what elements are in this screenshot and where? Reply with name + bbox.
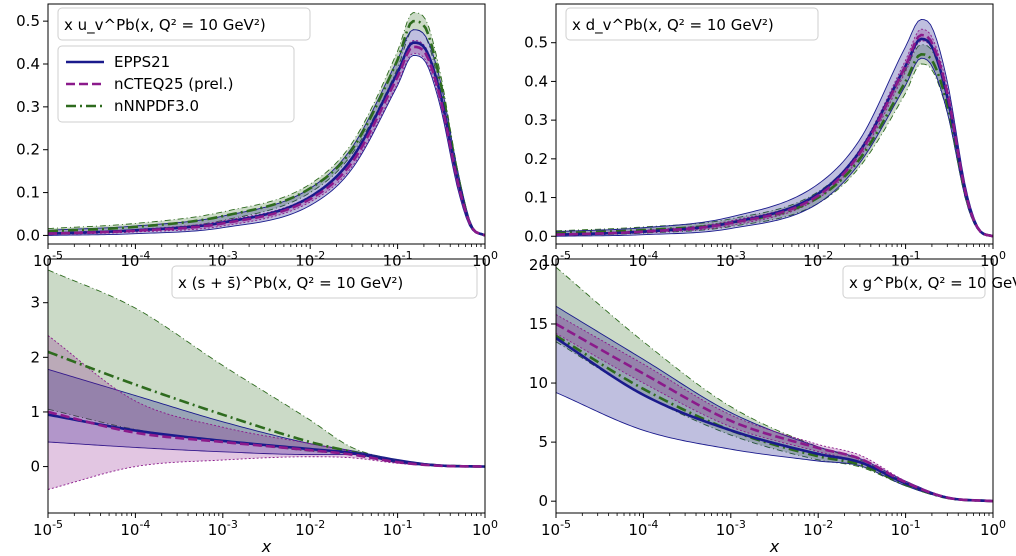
x-tick-label: 10-3 [208,518,238,539]
panel-title-box-dv [565,7,819,41]
legend: EPPS21 nCTEQ25 (prel.) nNNPDF3.0 [57,45,295,123]
x-tick-label: 10-1 [383,518,413,539]
x-tick-label: 10-4 [120,518,150,539]
line-uv-nnnpdf3.0 [48,19,485,237]
y-tick-label: 15 [529,315,548,333]
x-tick-label: 100 [472,249,498,270]
x-tick-label: 10-5 [541,518,571,539]
y-tick-label: 0.2 [524,150,548,168]
x-tick-label: 10-1 [891,518,921,539]
band-lower-g-epps21 [556,392,993,502]
band-upper-dv-epps21 [556,19,993,237]
band-upper-g-ncteq25 [556,314,993,502]
x-tick-label: 10-5 [33,518,63,539]
y-tick-label: 20 [529,256,548,274]
line-g-nnnpdf3.0 [556,334,993,503]
x-axis-title: x [261,537,272,556]
x-tick-label: 10-2 [295,518,325,539]
panel-uv: 10-5 10-4 10-3 10-2 10-1 1000.00.10.20.30.40.… [16,3,498,270]
plot-area-s [48,269,485,490]
y-tick-label: 0.2 [16,141,40,159]
panel-title-s: x (s + s̄)^Pb(x, Q² = 10 GeV²) [178,274,403,292]
y-tick-label: 0.1 [524,189,548,207]
panel-title-box-g [842,265,986,299]
x-tick-label: 10-5 [33,249,63,270]
y-tick-label: 0.1 [16,184,40,202]
panel-title-box-uv [57,7,311,41]
band-lower-uv-epps21 [48,54,485,236]
legend-box [57,45,295,123]
plot-area-g [556,266,993,503]
y-tick-label: 2 [30,348,40,366]
legend-label-epps21: EPPS21 [114,53,170,71]
band-s-epps21 [48,369,485,467]
y-tick-label: 0 [30,458,40,476]
y-tick-label: 5 [538,433,548,451]
legend-label-nnnpdf3.0: nNNPDF3.0 [114,97,199,115]
x-tick-label: 100 [980,249,1006,270]
panel-dv: 10-5 10-4 10-3 10-2 10-1 1000.00.10.20.30.40.… [524,3,1006,270]
band-g-nnnpdf3.0 [556,267,993,502]
x-tick-label: 10-4 [628,518,658,539]
x-tick-label: 10-4 [120,249,150,270]
axes-frame-dv [555,3,994,245]
band-lower-g-ncteq25 [556,333,993,502]
line-dv-ncteq25 [556,33,993,238]
axes-frame-g [555,258,994,514]
x-tick-label: 10-3 [716,249,746,270]
x-tick-label: 10-4 [628,249,658,270]
y-tick-label: 1 [30,403,40,421]
y-tick-label: 10 [529,374,548,392]
panel-title-g: x g^Pb(x, Q² = 10 GeV²) [849,274,1016,292]
y-tick-label: 0.0 [16,226,40,244]
y-tick-label: 0.3 [16,98,40,116]
line-s-ncteq25 [48,410,485,468]
y-tick-label: 0.4 [524,72,548,90]
y-tick-label: 0.3 [524,111,548,129]
band-s-nnnpdf3.0 [48,269,485,467]
x-tick-label: 10-3 [716,518,746,539]
line-uv-ncteq25 [48,45,485,237]
y-tick-label: 3 [30,294,40,312]
line-g-ncteq25 [556,322,993,503]
panel-title-uv: x u_v^Pb(x, Q² = 10 GeV²) [64,16,266,35]
axes-frame-uv [47,3,486,245]
band-g-epps21 [556,306,993,502]
legend-label-ncteq25: nCTEQ25 (prel.) [114,75,234,93]
panel-s: 10-5 10-4 10-3 10-2 10-1 100 0 1 2 3 x (s + s̄)^Pb… [30,258,498,539]
panel-title-box-s [171,265,478,299]
plot-area-dv [556,19,993,238]
y-tick-label: 0.0 [524,227,548,245]
axes-frame-s [47,258,486,514]
band-upper-uv-nnnpdf3.0 [48,12,485,236]
y-tick-label: 0.5 [524,34,548,52]
x-tick-label: 10-2 [803,518,833,539]
panel-g: 10-5 10-4 10-3 10-2 10-1 100 0 5 10 15 20 x g^Pb(x,… [529,256,1016,539]
band-dv-epps21 [556,19,993,237]
line-dv-nnnpdf3.0 [556,53,993,238]
band-lower-dv-epps21 [556,57,993,237]
x-tick-label: 10-2 [803,249,833,270]
panel-title-dv: x d_v^Pb(x, Q² = 10 GeV²) [572,16,774,35]
y-tick-label: 0.5 [16,12,40,30]
y-tick-label: 0 [538,492,548,510]
plot-area-uv [48,12,485,237]
y-tick-label: 0.4 [16,55,40,73]
x-tick-label: 100 [980,518,1006,539]
band-upper-s-nnnpdf3.0 [48,269,485,468]
line-g-epps21 [556,337,993,503]
x-tick-label: 10-5 [541,249,571,270]
band-s-ncteq25 [48,335,485,490]
band-lower-s-ncteq25 [48,456,485,490]
x-tick-label: 100 [472,518,498,539]
x-axis-title: x [769,537,780,556]
